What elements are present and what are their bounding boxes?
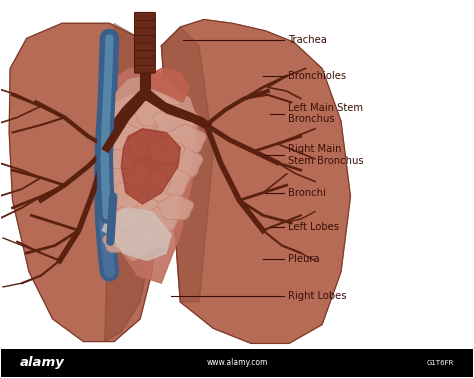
Polygon shape bbox=[141, 226, 173, 248]
Polygon shape bbox=[123, 231, 153, 251]
FancyBboxPatch shape bbox=[135, 65, 155, 73]
Text: Left Lobes: Left Lobes bbox=[288, 222, 339, 232]
Polygon shape bbox=[132, 91, 182, 126]
Polygon shape bbox=[107, 158, 150, 188]
Polygon shape bbox=[144, 206, 179, 231]
Text: Pleura: Pleura bbox=[288, 254, 319, 264]
Text: www.alamy.com: www.alamy.com bbox=[206, 358, 268, 367]
Text: Right Lobes: Right Lobes bbox=[288, 291, 346, 301]
Text: Left Main Stem
Bronchus: Left Main Stem Bronchus bbox=[288, 103, 363, 124]
Polygon shape bbox=[128, 129, 167, 157]
Polygon shape bbox=[140, 68, 190, 102]
Polygon shape bbox=[102, 208, 171, 260]
FancyBboxPatch shape bbox=[135, 42, 155, 50]
Polygon shape bbox=[158, 195, 193, 220]
Text: Bronchi: Bronchi bbox=[288, 188, 326, 198]
FancyBboxPatch shape bbox=[135, 57, 155, 65]
FancyBboxPatch shape bbox=[135, 50, 155, 58]
FancyBboxPatch shape bbox=[135, 20, 155, 28]
Polygon shape bbox=[100, 76, 197, 260]
FancyBboxPatch shape bbox=[135, 35, 155, 43]
Text: Trachea: Trachea bbox=[288, 35, 327, 45]
Polygon shape bbox=[100, 121, 142, 150]
Polygon shape bbox=[161, 20, 350, 343]
Polygon shape bbox=[136, 189, 177, 218]
FancyBboxPatch shape bbox=[135, 35, 155, 43]
FancyBboxPatch shape bbox=[135, 42, 155, 50]
Text: alamy: alamy bbox=[19, 356, 64, 369]
Polygon shape bbox=[154, 105, 198, 136]
Polygon shape bbox=[106, 94, 160, 132]
Polygon shape bbox=[9, 23, 159, 342]
Text: Right Main
Stem Bronchus: Right Main Stem Bronchus bbox=[288, 144, 364, 166]
FancyBboxPatch shape bbox=[135, 28, 155, 35]
FancyBboxPatch shape bbox=[135, 20, 155, 28]
FancyBboxPatch shape bbox=[135, 50, 155, 58]
FancyBboxPatch shape bbox=[135, 28, 155, 35]
Polygon shape bbox=[164, 125, 206, 153]
Polygon shape bbox=[158, 146, 202, 177]
Polygon shape bbox=[107, 207, 140, 230]
Bar bbox=[0, 349, 474, 377]
FancyBboxPatch shape bbox=[135, 57, 155, 65]
Polygon shape bbox=[98, 140, 139, 169]
Polygon shape bbox=[95, 68, 199, 283]
Polygon shape bbox=[105, 23, 159, 342]
Text: Bronchioles: Bronchioles bbox=[288, 71, 346, 81]
Polygon shape bbox=[147, 138, 185, 164]
Polygon shape bbox=[124, 168, 171, 201]
Polygon shape bbox=[105, 183, 142, 209]
Polygon shape bbox=[142, 164, 190, 197]
Polygon shape bbox=[121, 129, 180, 204]
Polygon shape bbox=[124, 213, 161, 239]
FancyBboxPatch shape bbox=[135, 12, 155, 20]
Polygon shape bbox=[117, 192, 158, 222]
FancyBboxPatch shape bbox=[135, 65, 155, 73]
Text: G1T6FR: G1T6FR bbox=[427, 360, 454, 366]
Polygon shape bbox=[161, 27, 213, 302]
FancyBboxPatch shape bbox=[135, 12, 155, 20]
Polygon shape bbox=[103, 230, 135, 252]
